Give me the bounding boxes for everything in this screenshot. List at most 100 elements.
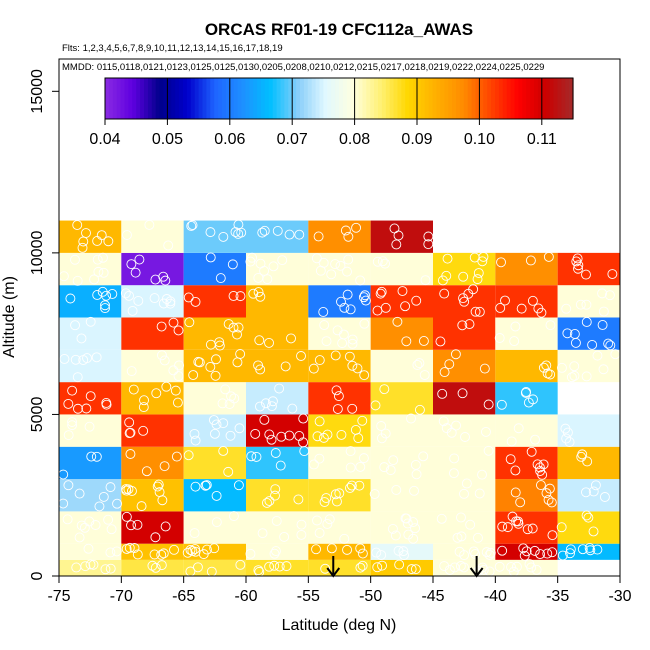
sample-point xyxy=(149,549,160,560)
sample-point xyxy=(259,225,270,236)
sample-point xyxy=(483,445,494,456)
heatmap-cell xyxy=(183,479,246,512)
sample-point xyxy=(123,484,134,495)
x-tick-label: -35 xyxy=(546,588,569,605)
sample-point xyxy=(218,445,229,456)
sample-point xyxy=(457,320,468,331)
sample-point xyxy=(260,398,271,409)
sample-point xyxy=(545,369,556,380)
sample-point xyxy=(557,550,568,561)
sample-point xyxy=(583,512,594,523)
sample-point xyxy=(584,543,595,553)
colorbar-segment xyxy=(307,78,313,119)
colorbar-segment xyxy=(179,78,184,119)
colorbar-segment xyxy=(296,78,301,119)
heatmap-cell xyxy=(433,446,496,480)
sample-point xyxy=(169,544,179,555)
sample-point xyxy=(570,337,581,348)
heatmap-cell xyxy=(557,446,620,480)
heatmap-cell xyxy=(433,317,496,350)
sample-point xyxy=(161,381,172,392)
sample-point xyxy=(376,550,387,560)
heatmap-cell xyxy=(59,220,122,253)
sample-point xyxy=(581,299,592,310)
sample-point xyxy=(270,490,280,501)
colorbar-segment xyxy=(537,78,543,119)
sample-point xyxy=(281,561,292,572)
sample-point xyxy=(70,354,81,365)
heatmap-cell xyxy=(433,349,496,383)
sample-point xyxy=(138,425,149,436)
colorbar-segment xyxy=(151,78,157,119)
colorbar-segment xyxy=(518,78,523,119)
sample-point xyxy=(347,403,358,414)
sample-point xyxy=(294,229,305,240)
sample-point xyxy=(72,372,83,383)
colorbar-segment xyxy=(147,78,153,119)
sample-point xyxy=(561,303,572,314)
sample-point xyxy=(314,416,325,427)
colorbar-segment xyxy=(475,78,480,119)
sample-point xyxy=(391,239,402,250)
sample-point xyxy=(324,514,335,525)
sample-point xyxy=(198,549,209,560)
sample-point xyxy=(253,287,264,298)
sample-point xyxy=(340,225,351,236)
sample-point xyxy=(189,528,200,539)
sample-point xyxy=(588,486,599,497)
sample-point xyxy=(587,339,598,350)
colorbar-segment xyxy=(108,78,114,119)
sample-point xyxy=(513,518,524,529)
sample-point xyxy=(355,562,366,573)
sample-point xyxy=(205,362,216,372)
sample-point xyxy=(521,387,532,397)
sample-point xyxy=(215,273,226,284)
sample-point xyxy=(200,480,211,491)
sample-point xyxy=(158,271,169,282)
sample-point xyxy=(322,518,333,529)
sample-point xyxy=(156,549,167,560)
sample-point xyxy=(271,516,282,526)
colorbar-segment xyxy=(483,78,488,119)
sample-point xyxy=(562,427,573,438)
colorbar-segment xyxy=(175,78,180,119)
colorbar-segment xyxy=(206,78,211,119)
colorbar-segment xyxy=(261,78,266,119)
sample-point xyxy=(235,559,246,570)
sample-point xyxy=(275,460,286,471)
heatmap-cell xyxy=(121,414,184,447)
sample-point xyxy=(481,426,491,437)
sample-point xyxy=(521,546,532,557)
sample-point xyxy=(577,544,588,555)
colorbar-segment xyxy=(491,78,496,119)
heatmap-cell xyxy=(370,349,433,383)
sample-point xyxy=(527,295,538,306)
sample-point xyxy=(168,317,179,328)
y-axis-ticks: 0 5000 10000 15000 xyxy=(29,69,59,580)
sample-point xyxy=(456,531,467,542)
sample-point xyxy=(298,437,309,448)
sample-point xyxy=(335,260,346,271)
sample-point xyxy=(83,543,94,554)
dates-note: MMDD: 0115,0118,0121,0123,0125,0125,0130… xyxy=(62,62,544,73)
sample-point xyxy=(435,336,446,347)
sample-point xyxy=(73,403,83,414)
sample-point xyxy=(81,403,92,414)
sample-point xyxy=(248,288,259,299)
sample-point xyxy=(358,292,369,303)
sample-point xyxy=(344,351,355,362)
sample-point xyxy=(484,549,495,560)
sample-point xyxy=(74,488,85,499)
colorbar-segment xyxy=(440,78,445,119)
heatmap-cells xyxy=(59,220,620,576)
sample-point xyxy=(165,296,176,307)
colorbar-segment xyxy=(253,78,258,119)
sample-point xyxy=(451,420,462,431)
heatmap-cell xyxy=(246,317,309,350)
heatmap-cell xyxy=(59,317,122,350)
sample-point xyxy=(418,336,429,346)
sample-point xyxy=(274,561,285,572)
heatmap-cell xyxy=(59,349,122,383)
sample-point xyxy=(357,415,368,426)
sample-point xyxy=(264,561,275,572)
